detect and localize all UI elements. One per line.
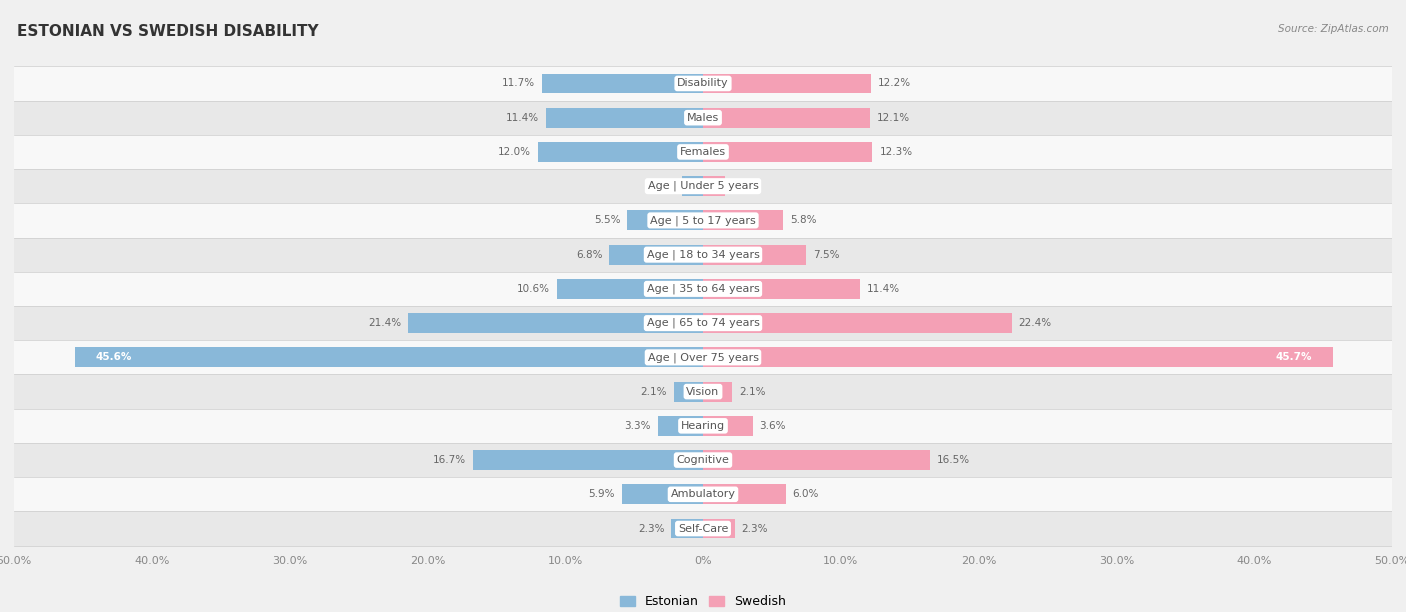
Text: 2.1%: 2.1%	[641, 387, 668, 397]
Text: 11.7%: 11.7%	[502, 78, 534, 89]
Bar	[472, 450, 703, 470]
Bar	[14, 375, 1392, 409]
Text: 1.6%: 1.6%	[733, 181, 758, 191]
Bar	[557, 279, 703, 299]
Text: Source: ZipAtlas.com: Source: ZipAtlas.com	[1278, 24, 1389, 34]
Text: 7.5%: 7.5%	[813, 250, 839, 259]
Text: 45.6%: 45.6%	[96, 353, 132, 362]
Bar	[14, 477, 1392, 512]
Text: Females: Females	[681, 147, 725, 157]
Text: Age | Under 5 years: Age | Under 5 years	[648, 181, 758, 192]
Text: 12.1%: 12.1%	[876, 113, 910, 122]
Text: 16.5%: 16.5%	[938, 455, 970, 465]
Bar	[703, 108, 870, 128]
Text: Hearing: Hearing	[681, 421, 725, 431]
Text: Age | 65 to 74 years: Age | 65 to 74 years	[647, 318, 759, 329]
Bar	[14, 66, 1392, 100]
Bar	[703, 348, 1333, 367]
Bar	[703, 176, 725, 196]
Text: 21.4%: 21.4%	[368, 318, 401, 328]
Text: 1.5%: 1.5%	[650, 181, 675, 191]
Bar	[14, 100, 1392, 135]
Text: 2.1%: 2.1%	[738, 387, 765, 397]
Text: 2.3%: 2.3%	[638, 523, 665, 534]
Bar	[408, 313, 703, 333]
Text: 11.4%: 11.4%	[506, 113, 538, 122]
Bar	[703, 484, 786, 504]
Bar	[703, 245, 807, 264]
Bar	[14, 306, 1392, 340]
Bar	[14, 237, 1392, 272]
Bar	[14, 135, 1392, 169]
Bar	[537, 142, 703, 162]
Text: 16.7%: 16.7%	[433, 455, 465, 465]
Bar	[621, 484, 703, 504]
Text: 3.3%: 3.3%	[624, 421, 651, 431]
Bar	[75, 348, 703, 367]
Bar	[703, 518, 735, 539]
Text: Age | 18 to 34 years: Age | 18 to 34 years	[647, 250, 759, 260]
Text: Age | Over 75 years: Age | Over 75 years	[648, 352, 758, 362]
Text: Cognitive: Cognitive	[676, 455, 730, 465]
Text: Self-Care: Self-Care	[678, 523, 728, 534]
Text: 10.6%: 10.6%	[517, 284, 550, 294]
Text: 45.7%: 45.7%	[1275, 353, 1312, 362]
Text: Age | 35 to 64 years: Age | 35 to 64 years	[647, 283, 759, 294]
Text: 5.8%: 5.8%	[790, 215, 817, 225]
Bar	[703, 450, 931, 470]
Text: 22.4%: 22.4%	[1018, 318, 1052, 328]
Legend: Estonian, Swedish: Estonian, Swedish	[616, 590, 790, 612]
Bar	[541, 73, 703, 94]
Text: 12.3%: 12.3%	[879, 147, 912, 157]
Bar	[14, 443, 1392, 477]
Text: Ambulatory: Ambulatory	[671, 490, 735, 499]
Bar	[703, 142, 873, 162]
Text: Age | 5 to 17 years: Age | 5 to 17 years	[650, 215, 756, 226]
Bar	[703, 211, 783, 230]
Bar	[703, 73, 872, 94]
Bar	[703, 416, 752, 436]
Bar	[703, 313, 1012, 333]
Text: 3.6%: 3.6%	[759, 421, 786, 431]
Bar	[703, 382, 733, 401]
Text: 11.4%: 11.4%	[868, 284, 900, 294]
Bar	[671, 518, 703, 539]
Text: 12.2%: 12.2%	[877, 78, 911, 89]
Bar	[14, 203, 1392, 237]
Text: 5.5%: 5.5%	[593, 215, 620, 225]
Text: 5.9%: 5.9%	[588, 490, 614, 499]
Text: 2.3%: 2.3%	[741, 523, 768, 534]
Text: Vision: Vision	[686, 387, 720, 397]
Text: Disability: Disability	[678, 78, 728, 89]
Text: Males: Males	[688, 113, 718, 122]
Bar	[14, 272, 1392, 306]
Bar	[14, 512, 1392, 546]
Bar	[703, 279, 860, 299]
Text: 12.0%: 12.0%	[498, 147, 531, 157]
Text: 6.0%: 6.0%	[793, 490, 818, 499]
Bar	[627, 211, 703, 230]
Bar	[673, 382, 703, 401]
Text: ESTONIAN VS SWEDISH DISABILITY: ESTONIAN VS SWEDISH DISABILITY	[17, 24, 319, 40]
Text: 6.8%: 6.8%	[576, 250, 602, 259]
Bar	[682, 176, 703, 196]
Bar	[14, 169, 1392, 203]
Bar	[658, 416, 703, 436]
Bar	[14, 340, 1392, 375]
Bar	[546, 108, 703, 128]
Bar	[14, 409, 1392, 443]
Bar	[609, 245, 703, 264]
